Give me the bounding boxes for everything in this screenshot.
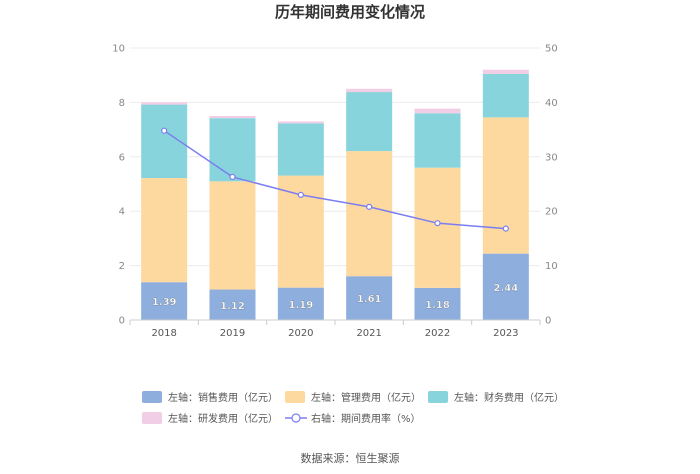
right-tick-label: 10 [545,261,558,272]
left-tick-label: 2 [119,261,125,272]
left-tick-label: 10 [112,44,125,55]
data-source: 数据来源：恒生聚源 [301,451,400,465]
bar-segment [414,108,461,114]
bars [141,69,529,320]
right-tick-label: 40 [545,98,558,109]
x-tick-label: 2022 [425,328,450,339]
bar-segment [209,116,256,119]
bar-segment [141,282,188,320]
chart-title: 历年期间费用变化情况 [275,3,425,21]
bar-segment [346,151,393,277]
bar-data-label: 1.39 [152,297,177,308]
bar-segment [346,92,393,152]
legend-label: 左轴：财务费用（亿元） [454,391,564,404]
bar-segment [141,102,188,105]
right-axis-ticks: 0 10 20 30 40 50 [545,44,558,327]
x-axis-ticks: 2018 2019 2020 2021 2022 2023 [129,320,541,339]
bar-segment [277,287,324,320]
legend-label: 右轴：期间费用率（%） [311,412,421,425]
gridlines [130,47,540,267]
line-point [366,203,373,210]
bar-segment [414,167,461,288]
x-tick-label: 2018 [151,328,176,339]
bar-segment [209,181,256,290]
legend-swatch [142,391,162,403]
left-tick-label: 6 [119,152,125,163]
bar-data-label: 1.18 [425,300,450,311]
bar-segment [141,178,188,283]
legend-swatch [142,412,162,424]
bar-data-label: 2.44 [493,283,518,294]
left-tick-label: 8 [119,98,125,109]
bar-segment [209,289,256,320]
legend-label: 左轴：研发费用（亿元） [168,412,278,425]
left-axis-ticks: 0 2 4 6 8 10 [112,44,125,327]
x-tick-label: 2023 [493,328,518,339]
bar-segment [414,113,461,168]
bar-data-label: 1.61 [357,294,382,305]
bar-segment [482,117,529,254]
expense-rate-line [161,127,509,232]
bar-segment [346,88,393,93]
right-tick-label: 20 [545,207,558,218]
bar-segment [482,69,529,74]
line-point [434,220,441,227]
bar-labels: 1.39 1.12 1.19 1.61 1.18 2.44 [152,283,519,312]
right-tick-label: 30 [545,152,558,163]
bar-segment [209,118,256,182]
line-point [229,173,236,181]
bar-segment [277,123,324,176]
legend-marker [291,413,301,423]
bar-segment [277,121,324,124]
line-point [161,127,168,134]
legend-label: 左轴：管理费用（亿元） [311,391,421,404]
x-tick-label: 2021 [356,328,381,339]
bar-segment [346,276,393,320]
bar-segment [414,287,461,320]
x-tick-label: 2019 [220,328,245,339]
right-tick-label: 0 [545,316,551,327]
line-point [297,191,304,198]
left-tick-label: 0 [119,316,125,327]
line-point [502,225,509,232]
legend-label: 左轴：销售费用（亿元） [168,391,278,404]
legend-swatch [428,391,448,403]
bar-segment [482,253,529,320]
left-tick-label: 4 [119,207,125,218]
right-tick-label: 50 [545,44,558,55]
bar-segment [482,73,529,118]
bar-data-label: 1.12 [220,301,245,312]
line-path [163,130,506,230]
x-tick-label: 2020 [288,328,313,339]
bar-data-label: 1.19 [288,300,313,311]
legend: 左轴：销售费用（亿元） 左轴：管理费用（亿元） 左轴：财务费用（亿元） 左轴：研发费用… [142,391,564,425]
legend-swatch [285,391,305,403]
